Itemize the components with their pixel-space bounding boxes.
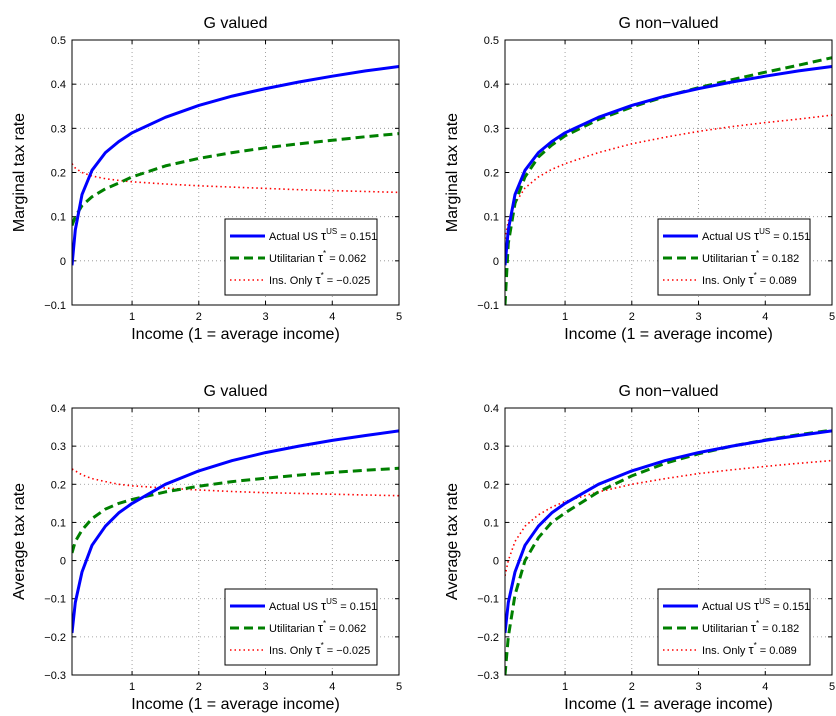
axes-frame: [71, 39, 400, 306]
series-line-actual-us: [72, 65, 399, 266]
y-tick-label: 0.3: [484, 123, 499, 135]
x-tick-label: 1: [129, 681, 135, 693]
y-tick-label: 0.4: [484, 403, 499, 415]
y-tick-label: 0.5: [51, 35, 66, 47]
legend: Actual US τUS = 0.151 Utilitarian τ* = 0.…: [657, 588, 811, 666]
y-axis-label: Average tax rate: [444, 483, 461, 600]
chart-panel-2: −0.1 0 0.1 0.2 0.3 0.4 0.5 1 2 3 4 5 G non−valued Inc…: [444, 15, 835, 343]
y-tick-label: −0.1: [44, 594, 66, 606]
chart-title: G valued: [203, 383, 267, 400]
series-line-actual-us: [505, 65, 832, 266]
y-tick-label: 0.4: [51, 79, 66, 91]
x-tick-label: 1: [562, 681, 568, 693]
y-tick-label: −0.1: [477, 300, 499, 312]
y-tick-label: 0.3: [484, 441, 499, 453]
chart-title: G valued: [203, 15, 267, 32]
y-tick-label: 0.1: [484, 517, 499, 529]
x-tick-label: 3: [262, 311, 268, 323]
y-tick-label: 0: [60, 556, 66, 568]
x-tick-label: 2: [196, 311, 202, 323]
legend-entry-label: Utilitarian τ* = 0.062: [269, 249, 366, 265]
series-line-actual-us: [72, 429, 399, 634]
y-tick-label: 0.2: [484, 479, 499, 491]
y-tick-label: 0.3: [51, 123, 66, 135]
x-axis-label: Income (1 = average income): [131, 326, 340, 343]
y-tick-label: 0.2: [484, 168, 499, 180]
y-tick-label: 0.1: [51, 517, 66, 529]
axes-frame: [504, 407, 833, 676]
series-line-actual-us: [505, 429, 832, 634]
series-line-ins-only: [72, 468, 399, 497]
y-tick-label: −0.1: [477, 594, 499, 606]
x-tick-label: 4: [329, 681, 335, 693]
legend-entry-label: Ins. Only τ* = 0.089: [702, 271, 797, 287]
legend-entry-label: Ins. Only τ* = 0.089: [702, 641, 797, 657]
y-tick-label: 0.4: [51, 403, 66, 415]
chart-title: G non−valued: [618, 383, 718, 400]
y-tick-label: 0: [493, 256, 499, 268]
x-tick-label: 5: [829, 681, 835, 693]
axes-frame: [504, 39, 833, 306]
x-tick-label: 1: [129, 311, 135, 323]
x-tick-label: 4: [329, 311, 335, 323]
y-tick-label: 0.2: [51, 168, 66, 180]
chart-panel-3: −0.3 −0.2 −0.1 0 0.1 0.2 0.3 0.4 1 2 3 4 5 G valued In…: [11, 383, 402, 713]
y-tick-label: −0.3: [44, 670, 66, 682]
legend-entry-label: Actual US τUS = 0.151: [702, 597, 810, 613]
legend: Actual US τUS = 0.151 Utilitarian τ* = 0.…: [224, 218, 378, 296]
y-axis-label: Average tax rate: [11, 483, 28, 600]
x-tick-label: 2: [629, 681, 635, 693]
y-tick-label: 0.2: [51, 479, 66, 491]
series-line-utilitarian: [72, 132, 399, 227]
legend: Actual US τUS = 0.151 Utilitarian τ* = 0.…: [224, 588, 378, 666]
chart-panel-1: −0.1 0 0.1 0.2 0.3 0.4 0.5 1 2 3 4 5 G valued Income …: [11, 15, 402, 343]
y-tick-label: 0.4: [484, 79, 499, 91]
y-tick-label: −0.2: [477, 632, 499, 644]
y-tick-label: 0.5: [484, 35, 499, 47]
y-tick-label: 0.1: [484, 212, 499, 224]
legend-entry-label: Actual US τUS = 0.151: [702, 227, 810, 243]
y-tick-label: 0: [60, 256, 66, 268]
legend-entry-label: Utilitarian τ* = 0.062: [269, 619, 366, 635]
legend-entry-label: Utilitarian τ* = 0.182: [702, 249, 799, 265]
series-line-utilitarian: [72, 466, 399, 554]
x-tick-label: 3: [695, 311, 701, 323]
y-axis-label: Marginal tax rate: [11, 113, 28, 232]
y-tick-label: −0.2: [44, 632, 66, 644]
y-tick-label: −0.1: [44, 300, 66, 312]
y-tick-label: 0: [493, 556, 499, 568]
axes-frame: [71, 407, 400, 676]
x-tick-label: 5: [829, 311, 835, 323]
y-tick-label: −0.3: [477, 670, 499, 682]
legend: Actual US τUS = 0.151 Utilitarian τ* = 0.…: [657, 218, 811, 296]
y-tick-label: 0.1: [51, 212, 66, 224]
x-tick-label: 4: [762, 311, 768, 323]
x-tick-label: 5: [396, 311, 402, 323]
legend-entry-label: Actual US τUS = 0.151: [269, 597, 377, 613]
x-tick-label: 1: [562, 311, 568, 323]
x-axis-label: Income (1 = average income): [564, 696, 773, 713]
series-line-utilitarian: [505, 56, 832, 305]
x-axis-label: Income (1 = average income): [131, 696, 340, 713]
x-tick-label: 2: [196, 681, 202, 693]
x-axis-label: Income (1 = average income): [564, 326, 773, 343]
x-tick-label: 2: [629, 311, 635, 323]
chart-panel-4: −0.3 −0.2 −0.1 0 0.1 0.2 0.3 0.4 1 2 3 4 5 G non−valu…: [444, 383, 835, 713]
x-tick-label: 3: [695, 681, 701, 693]
x-tick-label: 3: [262, 681, 268, 693]
legend-entry-label: Actual US τUS = 0.151: [269, 227, 377, 243]
series-line-ins-only: [505, 459, 832, 576]
y-axis-label: Marginal tax rate: [444, 113, 461, 232]
legend-entry-label: Ins. Only τ* = −0.025: [269, 271, 370, 287]
x-tick-label: 4: [762, 681, 768, 693]
x-tick-label: 5: [396, 681, 402, 693]
y-tick-label: 0.3: [51, 441, 66, 453]
legend-entry-label: Utilitarian τ* = 0.182: [702, 619, 799, 635]
legend-entry-label: Ins. Only τ* = −0.025: [269, 641, 370, 657]
chart-title: G non−valued: [618, 15, 718, 32]
